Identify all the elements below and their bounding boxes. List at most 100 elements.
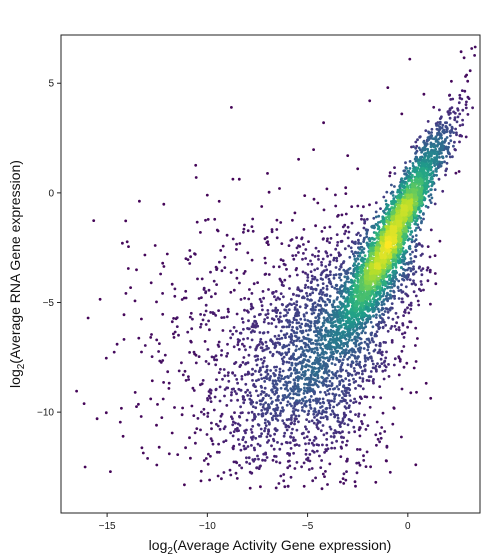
data-point xyxy=(353,350,357,354)
data-point xyxy=(327,374,331,377)
data-point xyxy=(235,392,238,396)
data-point xyxy=(450,79,453,83)
data-point xyxy=(231,177,235,181)
data-point xyxy=(283,278,287,282)
data-point xyxy=(313,392,316,396)
data-point xyxy=(273,334,277,338)
data-point xyxy=(453,140,456,144)
data-point xyxy=(338,380,342,383)
data-point xyxy=(393,284,396,288)
data-point xyxy=(381,369,385,373)
data-point xyxy=(277,320,281,324)
data-point xyxy=(327,281,331,284)
data-point xyxy=(279,329,283,333)
data-point xyxy=(287,343,291,347)
data-point xyxy=(280,442,284,446)
data-point xyxy=(263,421,267,425)
data-point xyxy=(300,331,304,335)
data-point xyxy=(235,242,239,246)
data-point xyxy=(292,257,296,261)
data-point xyxy=(417,191,420,195)
data-point xyxy=(247,353,251,357)
data-point xyxy=(225,315,229,319)
data-point xyxy=(333,387,337,390)
data-point xyxy=(321,410,324,414)
data-point xyxy=(314,372,317,376)
data-point xyxy=(278,447,282,451)
data-point xyxy=(234,361,238,364)
data-point xyxy=(361,372,364,376)
data-point xyxy=(286,460,290,463)
data-point xyxy=(266,312,270,316)
data-point xyxy=(355,360,358,363)
data-point xyxy=(326,237,329,241)
data-point xyxy=(438,117,442,120)
data-point xyxy=(414,344,417,347)
data-point xyxy=(358,287,362,291)
data-point xyxy=(281,419,285,423)
data-point xyxy=(286,466,290,470)
data-point xyxy=(280,280,284,284)
data-point xyxy=(308,403,312,407)
data-point xyxy=(302,358,306,361)
data-point xyxy=(408,223,411,227)
data-point xyxy=(290,388,294,392)
data-point xyxy=(271,309,275,312)
data-point xyxy=(337,305,340,309)
data-point xyxy=(323,226,327,230)
data-point xyxy=(272,447,276,451)
data-point xyxy=(339,365,343,369)
data-point xyxy=(365,232,369,236)
data-point xyxy=(127,245,130,249)
data-point xyxy=(209,437,213,440)
data-point xyxy=(191,317,194,321)
data-point xyxy=(320,367,324,370)
data-point xyxy=(277,376,281,379)
data-point xyxy=(347,406,351,409)
data-point xyxy=(352,295,356,298)
data-point xyxy=(290,372,293,375)
data-point xyxy=(306,333,310,337)
data-point xyxy=(416,299,420,303)
data-point xyxy=(325,284,329,288)
data-point xyxy=(385,444,389,448)
data-point xyxy=(258,444,262,448)
data-point xyxy=(238,242,242,245)
data-point xyxy=(306,456,310,460)
data-point xyxy=(363,236,366,240)
data-point xyxy=(201,379,205,382)
data-point xyxy=(250,444,253,447)
data-point xyxy=(430,134,434,138)
data-point xyxy=(356,448,359,451)
data-point xyxy=(330,399,334,403)
data-point xyxy=(367,379,371,383)
data-point xyxy=(386,269,390,273)
data-point xyxy=(325,371,329,375)
data-point xyxy=(344,478,348,482)
data-point xyxy=(274,417,278,420)
data-point xyxy=(305,427,308,431)
data-point xyxy=(382,340,386,344)
data-point xyxy=(332,320,335,324)
data-point xyxy=(222,471,226,474)
data-point xyxy=(379,207,382,211)
data-point xyxy=(280,242,284,246)
data-point xyxy=(281,259,285,262)
data-point xyxy=(355,461,359,465)
data-point xyxy=(224,439,228,442)
data-point xyxy=(308,438,312,442)
data-point xyxy=(353,242,357,246)
data-point xyxy=(340,346,343,350)
data-point xyxy=(335,333,338,337)
data-point xyxy=(393,276,397,279)
data-point xyxy=(357,238,360,242)
data-point xyxy=(200,296,203,299)
data-point xyxy=(355,291,359,295)
data-point xyxy=(207,362,211,366)
data-point xyxy=(322,121,325,125)
data-point xyxy=(321,257,325,261)
data-point xyxy=(353,397,356,401)
data-point xyxy=(120,406,123,410)
data-point xyxy=(441,123,445,127)
data-point xyxy=(295,273,299,277)
